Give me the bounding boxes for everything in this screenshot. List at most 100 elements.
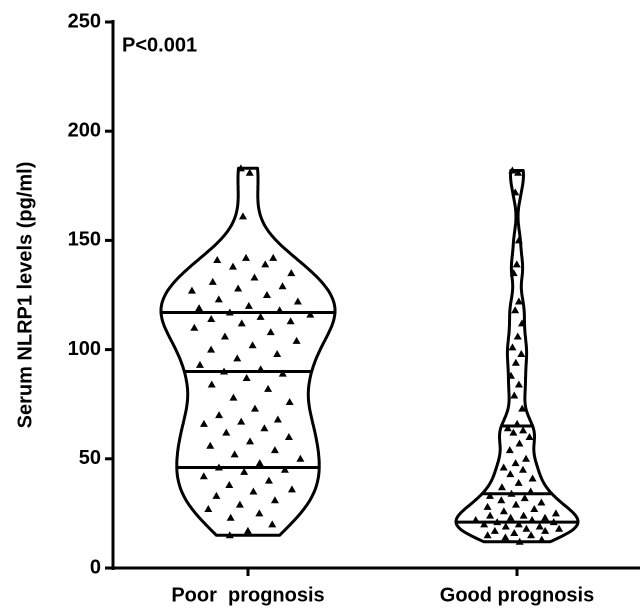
data-point bbox=[549, 518, 558, 526]
data-point bbox=[285, 398, 294, 406]
data-point bbox=[215, 411, 224, 419]
data-point bbox=[511, 459, 520, 467]
data-point bbox=[530, 505, 539, 513]
y-tick-label: 250 bbox=[68, 10, 101, 32]
y-tick-label: 100 bbox=[68, 338, 101, 360]
data-point bbox=[286, 317, 295, 325]
data-point bbox=[275, 306, 284, 314]
data-point bbox=[237, 417, 246, 425]
data-point bbox=[213, 256, 222, 264]
data-point bbox=[190, 323, 199, 331]
data-point bbox=[266, 328, 275, 336]
data-point bbox=[260, 424, 269, 432]
data-point bbox=[518, 319, 527, 327]
data-point bbox=[287, 485, 296, 493]
data-point bbox=[485, 491, 494, 499]
data-point bbox=[510, 529, 519, 537]
data-point bbox=[249, 487, 258, 495]
data-point bbox=[518, 465, 527, 473]
data-point bbox=[225, 308, 234, 316]
data-point bbox=[511, 306, 520, 314]
data-point bbox=[195, 304, 204, 312]
data-point bbox=[535, 522, 544, 530]
data-point bbox=[514, 168, 523, 176]
data-point bbox=[287, 269, 296, 277]
data-point bbox=[187, 286, 196, 294]
data-point bbox=[514, 520, 523, 528]
data-point bbox=[255, 509, 264, 517]
data-point bbox=[506, 470, 515, 478]
data-point bbox=[522, 454, 531, 462]
data-point bbox=[248, 341, 257, 349]
data-point bbox=[508, 166, 517, 174]
x-tick-label: Good prognosis bbox=[440, 584, 594, 606]
data-point bbox=[514, 478, 523, 486]
data-point bbox=[514, 297, 523, 305]
data-point bbox=[514, 236, 523, 244]
data-point bbox=[278, 282, 287, 290]
data-point bbox=[199, 419, 208, 427]
data-point bbox=[220, 367, 229, 375]
data-point bbox=[483, 502, 492, 510]
y-tick-label: 0 bbox=[90, 556, 101, 578]
data-point bbox=[261, 260, 270, 268]
data-point bbox=[273, 349, 282, 357]
data-point bbox=[250, 404, 259, 412]
data-point bbox=[284, 432, 293, 440]
data-point bbox=[225, 481, 234, 489]
data-point bbox=[207, 380, 216, 388]
data-point bbox=[525, 432, 534, 440]
data-point bbox=[264, 476, 273, 484]
data-point bbox=[511, 188, 520, 196]
data-point bbox=[292, 336, 301, 344]
data-point bbox=[293, 297, 302, 305]
data-point bbox=[501, 522, 510, 530]
data-point bbox=[497, 496, 506, 504]
x-tick-label: Poor prognosis bbox=[171, 584, 324, 606]
data-point bbox=[517, 349, 526, 357]
data-point bbox=[528, 515, 537, 523]
data-point bbox=[278, 369, 287, 377]
data-point bbox=[497, 483, 506, 491]
data-point bbox=[515, 537, 524, 545]
data-point bbox=[235, 500, 244, 508]
data-point bbox=[212, 491, 221, 499]
data-point bbox=[208, 277, 217, 285]
data-point bbox=[513, 419, 522, 427]
data-point bbox=[483, 531, 492, 539]
data-point bbox=[255, 459, 264, 467]
data-point bbox=[508, 343, 517, 351]
data-point bbox=[514, 380, 523, 388]
y-axis-title: Serum NLRP1 levels (pg/ml) bbox=[14, 162, 36, 429]
data-point bbox=[537, 535, 546, 543]
data-point bbox=[262, 291, 271, 298]
data-point bbox=[541, 513, 550, 521]
data-point bbox=[527, 531, 536, 539]
data-point bbox=[509, 269, 518, 277]
data-point bbox=[499, 507, 508, 515]
data-point bbox=[230, 450, 239, 458]
data-point bbox=[214, 295, 223, 303]
data-point bbox=[206, 441, 215, 449]
data-point bbox=[541, 526, 550, 534]
data-point bbox=[511, 500, 520, 508]
data-point bbox=[220, 332, 229, 340]
data-point bbox=[229, 393, 238, 401]
y-tick-label: 200 bbox=[68, 119, 101, 141]
data-point bbox=[519, 511, 528, 519]
data-point bbox=[222, 428, 231, 436]
data-point bbox=[520, 494, 529, 502]
data-point bbox=[512, 260, 521, 268]
data-point bbox=[480, 520, 489, 528]
data-point bbox=[507, 489, 516, 497]
data-point bbox=[242, 373, 251, 381]
data-point bbox=[486, 511, 495, 519]
data-point bbox=[296, 454, 305, 462]
data-point bbox=[506, 371, 515, 379]
data-point bbox=[246, 437, 255, 445]
data-point bbox=[195, 360, 204, 368]
data-point bbox=[236, 164, 245, 172]
data-point bbox=[493, 518, 502, 526]
data-point bbox=[225, 531, 234, 539]
